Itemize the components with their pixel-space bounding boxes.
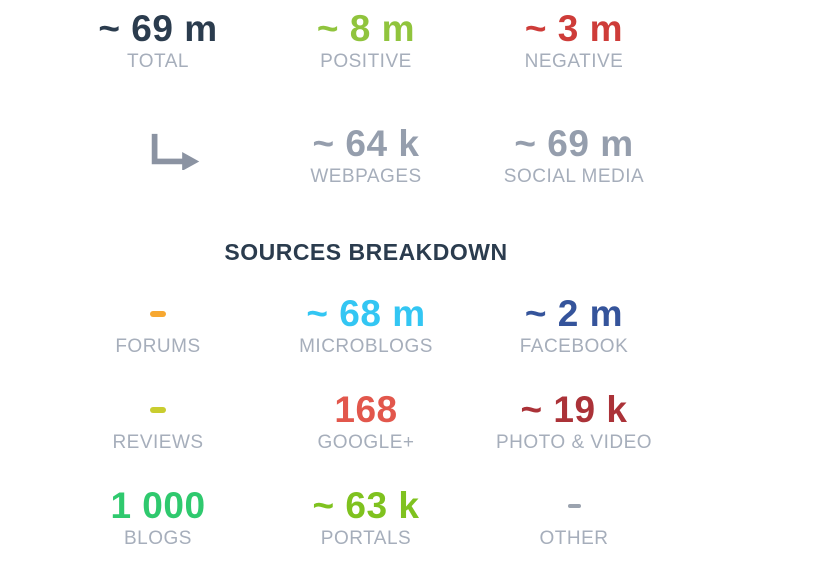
stat-microblogs-label: MICROBLOGS [299,336,433,357]
stat-googleplus-value: 168 [334,389,398,430]
stat-forums-label: FORUMS [115,336,201,357]
stat-negative-value: ~ 3 m [524,8,624,49]
stat-positive-value: ~ 8 m [316,8,416,49]
stat-webpages: ~ 64 k WEBPAGES [262,123,470,188]
no-data-dash [567,504,581,508]
stat-social-media-label: SOCIAL MEDIA [503,166,645,187]
stat-photo-video-value: ~ 19 k [520,389,628,430]
stat-negative: ~ 3 m NEGATIVE [470,8,678,73]
stat-googleplus-label: GOOGLE+ [317,432,415,453]
stat-microblogs: ~ 68 m MICROBLOGS [262,293,470,358]
stat-facebook-value: ~ 2 m [524,293,624,334]
stat-positive-label: POSITIVE [320,51,412,72]
down-right-arrow-icon [71,130,279,172]
no-data-dash [150,311,166,317]
stat-facebook: ~ 2 m FACEBOOK [470,293,678,358]
stat-negative-label: NEGATIVE [524,51,624,72]
stat-blogs: 1 000 BLOGS [54,485,262,550]
stat-portals: ~ 63 k PORTALS [262,485,470,550]
stat-blogs-label: BLOGS [124,528,192,549]
stat-microblogs-value: ~ 68 m [306,293,426,334]
stat-total-label: TOTAL [127,51,189,72]
stat-social-media: ~ 69 m SOCIAL MEDIA [470,123,678,188]
stat-other-label: OTHER [539,528,609,549]
stat-forums: FORUMS [54,293,262,358]
stat-webpages-label: WEBPAGES [310,166,422,187]
stat-blogs-value: 1 000 [110,485,206,526]
stat-portals-label: PORTALS [320,528,412,549]
stat-total-value: ~ 69 m [98,8,218,49]
stat-positive: ~ 8 m POSITIVE [262,8,470,73]
stat-googleplus: 168 GOOGLE+ [262,389,470,454]
sources-breakdown-heading: SOURCES BREAKDOWN [224,239,508,265]
stat-reviews-label: REVIEWS [112,432,204,453]
stat-forums-value [54,293,262,335]
stat-total-split [54,123,262,188]
summary-stats-row: ~ 69 m TOTAL ~ 8 m POSITIVE ~ 3 m NEGATI… [54,8,830,73]
summary-substats-row: ~ 64 k WEBPAGES ~ 69 m SOCIAL MEDIA [54,123,830,188]
sources-breakdown-grid: FORUMS ~ 68 m MICROBLOGS ~ 2 m FACEBOOK … [54,293,830,550]
stat-other: OTHER [470,485,678,550]
stat-facebook-label: FACEBOOK [519,336,629,357]
stat-photo-video: ~ 19 k PHOTO & VIDEO [470,389,678,454]
stat-social-media-value: ~ 69 m [514,123,634,164]
stat-total: ~ 69 m TOTAL [54,8,262,73]
stat-webpages-value: ~ 64 k [312,123,420,164]
stat-other-value [470,485,678,527]
stat-reviews-value [54,389,262,431]
stat-photo-video-label: PHOTO & VIDEO [495,432,653,453]
stat-reviews: REVIEWS [54,389,262,454]
stat-portals-value: ~ 63 k [312,485,420,526]
no-data-dash [150,407,166,413]
